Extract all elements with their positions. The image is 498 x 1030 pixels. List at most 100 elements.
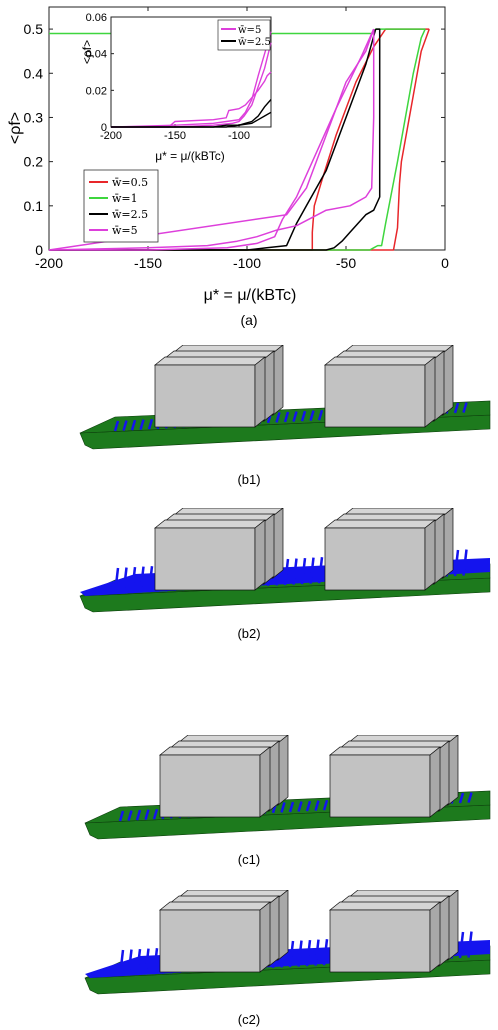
fluid-stripe <box>280 802 286 813</box>
fluid-stripe <box>322 939 329 966</box>
block-side <box>263 350 275 422</box>
panel-label-b1: (b1) <box>237 472 261 487</box>
block-side <box>433 350 445 422</box>
inset-legend-box <box>217 19 271 51</box>
x-axis-label: μ* = μ/(kBTc) <box>204 287 297 304</box>
fluid-stripe <box>144 809 150 821</box>
block-side <box>438 895 450 967</box>
panel-c2-illustration <box>0 889 498 1020</box>
panel-label-a: (a) <box>240 312 257 328</box>
fluid-stripe <box>467 931 473 958</box>
block-side <box>447 889 459 961</box>
x-tick-label: -200 <box>35 255 63 271</box>
fluid-stripe <box>127 810 133 821</box>
fluid-stripe <box>152 948 159 975</box>
inset-y-tick-label: 0.04 <box>86 49 107 61</box>
block-side <box>277 889 289 961</box>
block-top <box>154 519 266 529</box>
block-face <box>154 364 256 428</box>
fluid-stripe <box>314 939 320 966</box>
x-tick-label: -100 <box>233 255 261 271</box>
fluid-stripe <box>292 558 298 585</box>
panel-label-c2: (c2) <box>237 1012 261 1027</box>
y-tick-label: 0.5 <box>24 21 44 37</box>
fluid-stripe <box>152 808 159 820</box>
block-side <box>429 746 441 818</box>
fluid-stripe <box>317 409 324 421</box>
y-tick-label: 0.3 <box>24 109 44 125</box>
fluid-stripe <box>122 420 128 431</box>
fluid-stripe <box>467 792 473 803</box>
inset-x-tick-label: -150 <box>164 130 186 142</box>
inset-series-line-3 <box>111 42 272 128</box>
series-line-3 <box>49 28 426 251</box>
inset-x-tick-label: -100 <box>228 130 250 142</box>
block-side <box>259 901 271 973</box>
fluid-stripe <box>458 792 465 804</box>
inset-plot-area: -200 -150 -100 0 0.02 0.04 0.06 w̄=5w̄=2.5 <box>86 12 272 142</box>
fluid-stripe <box>288 940 295 968</box>
x-tick-label: -50 <box>336 255 356 271</box>
panel-b2-illustration <box>0 507 498 638</box>
legend-entry: w̄=0.5 <box>112 176 148 189</box>
block-side <box>442 344 454 416</box>
legend-entry: w̄=2.5 <box>112 208 148 221</box>
fluid-stripe <box>113 567 120 595</box>
fluid-stripe <box>458 931 465 959</box>
block-side <box>447 734 459 806</box>
x-tick-label: 0 <box>441 255 449 271</box>
block-top <box>329 746 441 756</box>
block-top <box>159 901 271 911</box>
block-side <box>259 746 271 818</box>
fluid-stripe <box>283 411 290 423</box>
block-face <box>159 909 261 973</box>
inset-series-line-1 <box>111 71 272 128</box>
fluid-stripe <box>122 567 128 594</box>
block-side <box>442 507 454 579</box>
series-line-8 <box>48 28 375 251</box>
inset-legend-entry: w̄=5 <box>238 25 261 36</box>
fluid-stripe <box>305 800 312 812</box>
fluid-stripe <box>275 412 281 423</box>
panel-label-b2: (b2) <box>237 626 261 641</box>
block-side <box>438 740 450 812</box>
series-line-5 <box>49 28 381 251</box>
fluid-stripe <box>292 411 298 422</box>
fluid-stripe <box>139 419 145 431</box>
fluid-stripe <box>300 557 307 585</box>
inset-series-line-2 <box>110 31 272 128</box>
fluid-stripe <box>130 419 137 431</box>
block-side <box>263 513 275 585</box>
block-face <box>329 909 431 973</box>
block-side <box>272 344 284 416</box>
series-line-9 <box>49 28 375 251</box>
inset-y-axis-label: <ρf> <box>80 40 94 64</box>
fluid-stripe <box>144 948 150 975</box>
inset-x-axis-label: μ* = μ/(kBTc) <box>155 149 225 163</box>
fluid-stripe <box>118 810 125 822</box>
block-top <box>329 901 441 911</box>
block-top <box>154 356 266 366</box>
fluid-stripe <box>135 809 142 821</box>
y-tick-label: 0.1 <box>24 198 44 214</box>
panel-label-c1: (c1) <box>237 852 261 867</box>
block-face <box>324 527 426 591</box>
series-line-1 <box>49 28 430 251</box>
block-side <box>268 740 280 812</box>
fluid-stripe <box>127 949 133 976</box>
fluid-stripe <box>135 948 142 976</box>
block-side <box>424 356 436 428</box>
fluid-stripe <box>139 566 145 593</box>
inset-x-tick-label: -200 <box>100 130 122 142</box>
block-face <box>329 754 431 818</box>
series-line-7 <box>48 29 375 251</box>
inset-y-tick-label: 0 <box>101 122 107 134</box>
y-tick-label: 0.4 <box>24 65 44 81</box>
block-side <box>254 519 266 591</box>
block-top <box>324 356 436 366</box>
scene-svg <box>79 344 491 450</box>
fluid-stripe <box>462 402 468 413</box>
inset-y-tick-label: 0.06 <box>86 12 107 24</box>
fluid-stripe <box>297 801 303 812</box>
block-side <box>268 895 280 967</box>
